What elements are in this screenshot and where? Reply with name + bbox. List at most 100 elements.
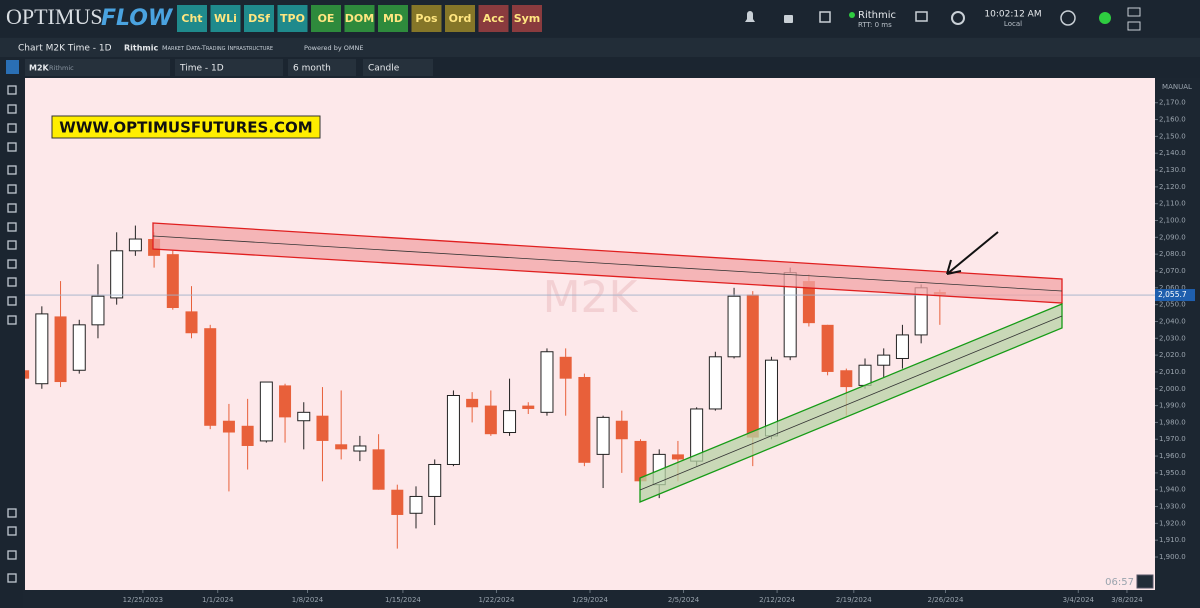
y-tick-label: 2,090.0 (1159, 233, 1186, 241)
nav-button[interactable] (311, 5, 341, 32)
y-tick-label: 2,050.0 (1159, 301, 1186, 309)
candle-body (91, 295, 105, 326)
nav-button[interactable] (244, 5, 274, 32)
range-select[interactable] (288, 59, 356, 76)
nav-button-label: DSf (248, 12, 270, 25)
y-tick-label: 2,010.0 (1159, 368, 1186, 376)
candle-body (877, 354, 891, 366)
candle-body (166, 254, 179, 309)
candle-body (446, 394, 460, 465)
resistance-channel[interactable] (152, 222, 1063, 304)
y-tick-label: 2,040.0 (1159, 317, 1186, 325)
user-icon[interactable] (1099, 12, 1111, 24)
interval-select[interactable] (175, 59, 283, 76)
y-tick-label: 1,950.0 (1159, 469, 1186, 477)
help-icon[interactable] (1060, 10, 1076, 26)
range: 6 month (293, 64, 331, 74)
candle-body (279, 385, 292, 418)
x-tick-label: 3/8/2024 (1111, 596, 1143, 604)
nav-button-label: Cht (181, 12, 202, 25)
y-tick-label: 1,960.0 (1159, 452, 1186, 460)
candle-body (746, 294, 759, 438)
nav-button-label: Acc (483, 12, 505, 25)
candle-body (259, 381, 273, 442)
candle-body (297, 411, 311, 422)
candle-body (222, 420, 235, 433)
nav-button[interactable] (445, 5, 475, 32)
candle-body (727, 295, 741, 358)
nav-button[interactable] (344, 5, 375, 32)
min-icon[interactable] (1127, 7, 1141, 17)
window-title: Chart M2K Time - 1D (18, 44, 112, 54)
tool-icon[interactable] (7, 573, 17, 583)
nav-button-label: Sym (514, 12, 541, 25)
interval: Time - 1D (179, 64, 224, 74)
candle-body (802, 281, 815, 324)
tool-icon[interactable] (7, 277, 17, 287)
status-icons (745, 7, 1141, 31)
logo-text: FLOW (101, 6, 174, 31)
x-tick-label: 1/1/2024 (202, 596, 234, 604)
tool-icon[interactable] (7, 165, 17, 175)
candle-body (353, 445, 367, 452)
candle-body (708, 356, 722, 410)
tool-icon[interactable] (7, 123, 17, 133)
clock-zone: Local (1004, 20, 1022, 28)
time-axis (23, 590, 1155, 608)
candle-body (72, 324, 86, 371)
last-price-label: 2,055.7 (1158, 290, 1187, 299)
y-tick-label: 1,940.0 (1159, 486, 1186, 494)
candle-body (185, 311, 198, 334)
nav-button[interactable] (277, 5, 308, 32)
tool-icon[interactable] (7, 240, 17, 250)
max-icon[interactable] (1127, 21, 1141, 31)
tool-icon[interactable] (7, 550, 17, 560)
x-tick-label: 2/19/2024 (836, 596, 872, 604)
y-tick-label: 2,070.0 (1159, 267, 1186, 275)
tool-icon[interactable] (7, 142, 17, 152)
candle-body (840, 370, 853, 388)
nav-button[interactable] (411, 5, 442, 32)
y-tick-label: 2,100.0 (1159, 217, 1186, 225)
tool-icon[interactable] (7, 296, 17, 306)
brand-tagline: Market Data-Trading Infrastructure (162, 44, 273, 52)
nav-button-label: Pos (415, 12, 438, 25)
nav-button[interactable] (478, 5, 509, 32)
nav-button[interactable] (210, 5, 241, 32)
arrow-head (946, 259, 962, 275)
tool-icon[interactable] (7, 222, 17, 232)
x-tick-label: 2/5/2024 (668, 596, 700, 604)
tool-icon[interactable] (7, 104, 17, 114)
nav-button-label: Ord (449, 12, 472, 25)
tool-icon[interactable] (7, 526, 17, 536)
tab-bar (0, 38, 1200, 57)
tool-icon[interactable] (7, 203, 17, 213)
candle-body (671, 454, 684, 460)
y-tick-label: 1,910.0 (1159, 536, 1186, 544)
tool-icon[interactable] (7, 85, 17, 95)
tool-icon[interactable] (7, 184, 17, 194)
tool-icon[interactable] (7, 315, 17, 325)
scroll-end[interactable] (1136, 574, 1154, 589)
panel-toggle[interactable] (6, 60, 19, 74)
nav-button[interactable] (378, 5, 408, 32)
clock: 10:02:12 AM (984, 10, 1041, 20)
tool-icon[interactable] (7, 508, 17, 518)
candle-body (522, 405, 535, 409)
candle-body (858, 364, 872, 386)
nav-button[interactable] (177, 5, 207, 32)
y-tick-label: 1,900.0 (1159, 553, 1186, 561)
axis-mode[interactable]: MANUAL (1162, 83, 1192, 91)
candle-body (241, 425, 254, 446)
nav-button[interactable] (512, 5, 542, 32)
y-tick-label: 1,990.0 (1159, 402, 1186, 410)
style-select[interactable] (363, 59, 433, 76)
bell-icon (745, 11, 755, 22)
chat-icon (915, 11, 928, 22)
brand: Rithmic (124, 44, 159, 53)
symbol-box[interactable] (25, 59, 170, 76)
watermark: M2K (543, 272, 639, 323)
settings-icon[interactable] (951, 11, 965, 25)
tool-icon[interactable] (7, 259, 17, 269)
